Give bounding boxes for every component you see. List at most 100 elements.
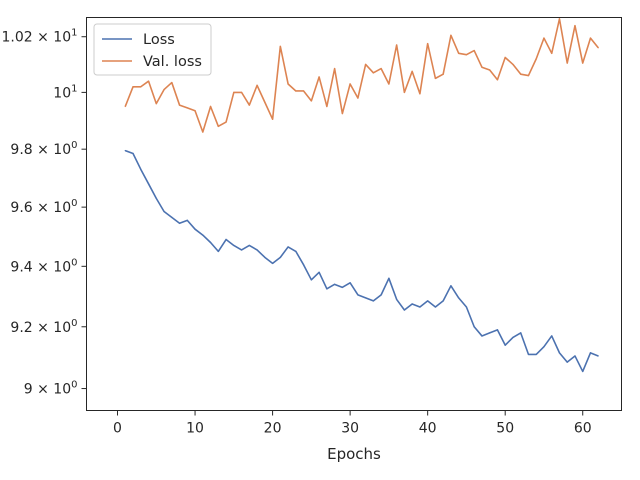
data-point-loss — [171, 216, 173, 218]
data-point-val-loss — [489, 69, 491, 71]
data-point-loss — [256, 249, 258, 251]
series-layer — [124, 18, 599, 373]
data-point-val-loss — [132, 86, 134, 88]
data-point-val-loss — [186, 107, 188, 109]
data-point-val-loss — [365, 63, 367, 66]
x-tick-label: 10 — [186, 421, 204, 437]
data-point-loss — [163, 210, 165, 213]
data-point-loss — [295, 250, 297, 253]
data-point-loss — [434, 306, 437, 308]
data-point-loss — [527, 353, 530, 355]
data-point-loss — [403, 309, 405, 311]
data-point-val-loss — [527, 74, 530, 77]
data-point-loss — [574, 355, 576, 357]
data-point-loss — [178, 222, 181, 224]
data-point-val-loss — [551, 52, 553, 54]
data-point-val-loss — [194, 110, 196, 112]
data-point-val-loss — [411, 70, 413, 72]
data-point-val-loss — [465, 54, 468, 56]
data-point-loss — [341, 286, 343, 288]
data-point-loss — [194, 228, 196, 230]
data-point-loss — [458, 297, 460, 299]
data-point-loss — [303, 264, 305, 266]
x-tick-label: 40 — [419, 421, 437, 437]
x-tick-label: 0 — [113, 421, 122, 437]
data-point-val-loss — [202, 131, 204, 133]
data-point-val-loss — [372, 72, 374, 74]
data-point-loss — [520, 332, 522, 334]
data-point-val-loss — [341, 112, 343, 115]
data-point-val-loss — [264, 101, 266, 103]
data-point-val-loss — [403, 91, 405, 93]
data-point-val-loss — [140, 86, 142, 88]
data-point-val-loss — [240, 91, 243, 93]
data-point-loss — [365, 297, 367, 299]
data-point-loss — [202, 234, 204, 236]
data-point-loss — [396, 298, 398, 301]
x-tick-label: 60 — [574, 421, 592, 437]
data-point-val-loss — [427, 43, 429, 45]
data-point-val-loss — [248, 104, 250, 106]
data-point-val-loss — [566, 62, 568, 64]
data-point-val-loss — [310, 100, 312, 102]
data-point-val-loss — [543, 37, 545, 39]
data-point-val-loss — [396, 44, 398, 46]
data-point-loss — [240, 249, 243, 251]
y-tick-label: 101 — [53, 83, 77, 101]
data-point-val-loss — [147, 80, 150, 82]
data-point-val-loss — [334, 68, 336, 70]
data-point-loss — [388, 277, 390, 279]
plot-frame — [86, 17, 622, 411]
data-point-val-loss — [434, 77, 437, 79]
data-point-val-loss — [535, 58, 537, 60]
data-point-loss — [225, 238, 227, 241]
data-point-val-loss — [287, 83, 289, 85]
data-point-loss — [318, 271, 320, 273]
data-point-val-loss — [558, 18, 561, 20]
x-tick-label: 20 — [264, 421, 282, 437]
data-point-val-loss — [450, 34, 452, 36]
data-point-val-loss — [582, 62, 584, 64]
data-point-val-loss — [496, 79, 499, 81]
data-point-val-loss — [318, 76, 320, 78]
data-point-val-loss — [225, 121, 227, 123]
data-point-loss — [589, 352, 592, 354]
data-point-loss — [427, 300, 429, 302]
data-point-loss — [334, 283, 336, 285]
data-point-loss — [551, 335, 553, 337]
data-point-val-loss — [155, 103, 157, 105]
legend-label-loss: Loss — [143, 32, 175, 48]
data-point-val-loss — [295, 90, 297, 92]
data-point-val-loss — [171, 81, 173, 84]
data-point-loss — [465, 306, 468, 308]
data-point-loss — [504, 344, 506, 346]
data-point-loss — [233, 244, 235, 247]
data-point-loss — [372, 300, 374, 302]
data-point-val-loss — [233, 91, 235, 93]
data-point-loss — [473, 326, 475, 328]
data-point-loss — [279, 256, 281, 258]
data-point-val-loss — [380, 68, 382, 70]
data-point-val-loss — [178, 104, 181, 106]
data-point-val-loss — [589, 37, 592, 39]
data-point-loss — [566, 361, 568, 363]
data-point-val-loss — [419, 93, 421, 95]
y-axis-ticks: 9 × 100 9.2 × 100 9.4 × 100 9.6 × 100 9.8 × … — [2, 28, 87, 398]
data-point-loss — [217, 250, 219, 253]
data-point-loss — [155, 197, 157, 199]
data-point-val-loss — [326, 105, 328, 108]
data-point-loss — [264, 256, 266, 258]
data-point-loss — [271, 262, 274, 264]
data-point-loss — [496, 329, 499, 331]
data-point-val-loss — [504, 56, 506, 59]
data-point-loss — [442, 300, 444, 302]
data-point-loss — [310, 279, 312, 281]
x-axis-label: Epochs — [327, 445, 381, 463]
data-point-loss — [419, 306, 421, 308]
data-point-val-loss — [124, 105, 126, 108]
y-tick-label: 9.6 × 100 — [10, 198, 77, 216]
data-point-val-loss — [481, 66, 483, 68]
data-point-loss — [287, 246, 289, 248]
x-axis-ticks: 0 10 20 30 40 50 60 — [113, 410, 592, 437]
